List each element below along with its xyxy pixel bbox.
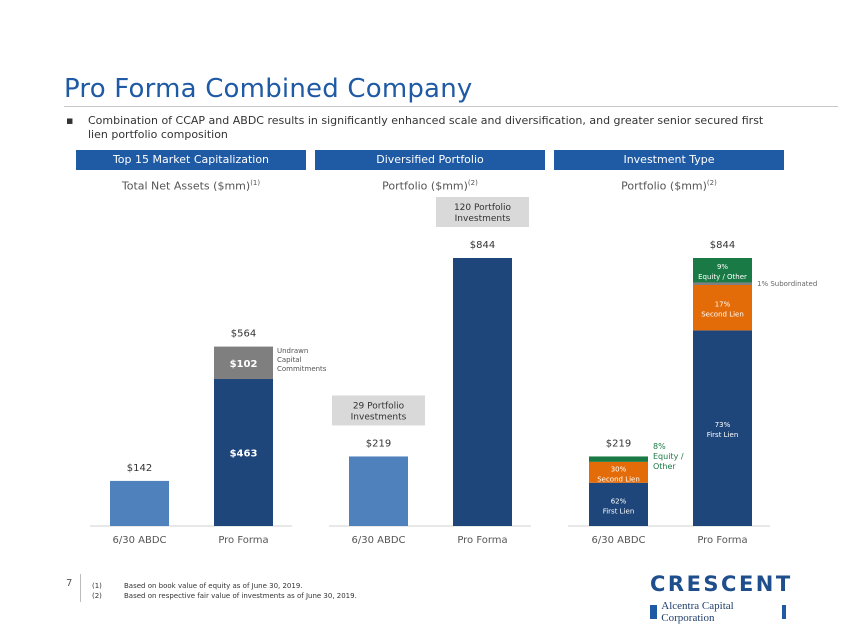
annotation-equity-other: 8% Equity / Other [653, 442, 684, 471]
tick-label-investment-type-1: Pro Forma [697, 535, 747, 546]
total-label-investment-type-0: $219 [606, 438, 631, 449]
tick-label-investment-type-0: 6/30 ABDC [591, 535, 645, 546]
bar-net-assets-0-0 [110, 480, 169, 526]
total-label-portfolio-1: $844 [470, 240, 495, 251]
total-label-investment-type-1: $844 [710, 240, 735, 251]
bar-investment-type-0-1 [589, 461, 648, 483]
subtitle-portfolio-sup: (2) [467, 179, 478, 187]
tick-label-net-assets-0: 6/30 ABDC [112, 535, 166, 546]
tick-label-portfolio-1: Pro Forma [457, 535, 507, 546]
callout-text-portfolio-0: 29 Portfolio Investments [351, 401, 407, 422]
logo-sub-text: Alcentra Capital Corporation [661, 600, 734, 624]
subtitle-net-assets: Total Net Assets ($mm)(1) [74, 179, 308, 193]
logo-mark-left [650, 605, 658, 619]
subtitle-portfolio: Portfolio ($mm)(2) [313, 179, 547, 193]
bar-investment-type-1-1 [693, 284, 752, 331]
logo-mark-right [782, 605, 786, 619]
title-divider [64, 106, 838, 107]
callout-box-portfolio-1 [436, 197, 529, 227]
bar-label-investment-type-0-1: 30% Second Lien [597, 465, 640, 483]
footnote-1-text: Based on book value of equity as of June… [124, 582, 303, 590]
bar-investment-type-0-3 [589, 456, 648, 462]
logo-subline: Alcentra Capital Corporation [650, 600, 786, 624]
logo-name: CRESCENT [650, 572, 793, 596]
callout-text-portfolio-1: 120 Portfolio Investments [454, 203, 512, 224]
bar-net-assets-1-0 [214, 378, 273, 526]
tick-label-portfolio-0: 6/30 ABDC [351, 535, 405, 546]
page-title: Pro Forma Combined Company [64, 74, 473, 104]
subtitle-portfolio-text: Portfolio ($mm) [382, 179, 468, 193]
bar-label-investment-type-1-1: 17% Second Lien [701, 301, 744, 319]
footnote-2: (2) Based on respective fair value of inv… [92, 592, 357, 600]
total-label-portfolio-0: $219 [366, 438, 391, 449]
page-number: 7 [66, 578, 73, 589]
footnote-2-num: (2) [92, 592, 102, 600]
bar-investment-type-0-0 [589, 482, 648, 526]
subtitle-investment-type-sup: (2) [706, 179, 717, 187]
annotation-subordinated: 1% Subordinated [757, 280, 817, 288]
bar-label-net-assets-1-1: $102 [230, 359, 258, 370]
subtitle-investment-type: Portfolio ($mm)(2) [552, 179, 786, 193]
bar-label-investment-type-0-0: 62% First Lien [603, 497, 635, 515]
callout-box-portfolio-0 [332, 395, 425, 426]
total-label-net-assets-1: $564 [231, 329, 256, 340]
bar-label-investment-type-1-0: 73% First Lien [707, 421, 739, 439]
bar-portfolio-0 [349, 456, 408, 526]
header-market-cap: Top 15 Market Capitalization [76, 150, 306, 170]
crescent-logo: CRESCENT Alcentra Capital Corporation [650, 572, 793, 624]
bar-investment-type-1-0 [693, 330, 752, 526]
header-investment-type: Investment Type [554, 150, 784, 170]
tick-label-net-assets-1: Pro Forma [218, 535, 268, 546]
footer-divider [80, 574, 81, 602]
bar-label-net-assets-1-0: $463 [230, 448, 258, 459]
bar-portfolio-1 [453, 258, 512, 526]
header-diversified-portfolio: Diversified Portfolio [315, 150, 545, 170]
subtitle-net-assets-sup: (1) [250, 179, 261, 187]
annotation-undrawn: Undrawn Capital Commitments [277, 347, 327, 373]
bar-investment-type-1-2 [693, 282, 752, 285]
bar-net-assets-1-1 [214, 346, 273, 379]
bar-label-investment-type-1-3: 9% Equity / Other [698, 263, 747, 281]
total-label-net-assets-0: $142 [127, 463, 152, 474]
footnote-1: (1) Based on book value of equity as of J… [92, 582, 303, 590]
bar-investment-type-1-3 [693, 258, 752, 283]
footnote-1-num: (1) [92, 582, 102, 590]
bullet-text: Combination of CCAP and ABDC results in … [88, 114, 764, 141]
subtitle-investment-type-text: Portfolio ($mm) [621, 179, 707, 193]
subtitle-net-assets-text: Total Net Assets ($mm) [121, 179, 251, 193]
bullet-marker: ▪ [66, 114, 74, 127]
footnote-2-text: Based on respective fair value of invest… [124, 592, 357, 600]
